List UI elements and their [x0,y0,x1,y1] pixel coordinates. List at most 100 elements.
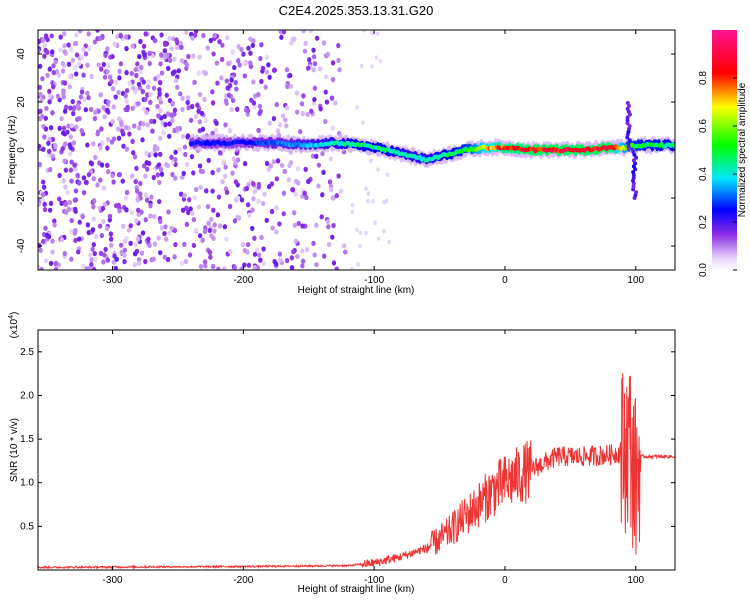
heatmap-speckle [159,32,164,38]
x-tick-label: -200 [233,575,253,586]
heatmap-speckle [140,89,146,95]
heatmap-speckle [93,109,98,116]
heatmap-speckle [197,91,203,98]
heatmap-speckle [245,108,251,114]
heatmap-speckle [202,96,207,103]
heatmap-speckle [43,126,49,132]
heatmap-speckle [210,130,215,136]
heatmap-speckle [91,198,97,204]
y-tick-label: 1.0 [20,478,34,489]
heatmap-speckle [67,84,73,90]
heatmap-speckle [62,49,67,55]
heatmap-speckle [184,221,190,227]
heatmap-speckle [146,79,151,85]
heatmap-speckle [58,46,63,53]
heatmap-speckle [309,108,314,114]
heatmap-speckle [370,64,374,69]
heatmap-speckle [264,54,270,61]
heatmap-speckle [149,194,154,200]
heatmap-speckle [69,178,74,184]
heatmap-speckle [115,126,121,132]
heatmap-speckle [100,140,105,146]
heatmap-speckle [323,74,329,80]
heatmap-speckle [212,222,217,228]
heatmap-speckle [145,122,150,128]
heatmap-speckle [67,199,72,206]
heatmap-speckle [69,46,74,52]
heatmap-speckle [85,222,91,228]
heatmap-speckle [147,60,152,67]
heatmap-speckle [85,90,90,96]
heatmap-speckle [143,217,148,223]
heatmap-speckle [219,56,225,63]
heatmap-speckle [323,118,328,125]
heatmap-speckle [79,89,85,95]
heatmap-speckle [97,223,103,229]
heatmap-speckle [316,162,322,168]
heatmap-speckle [292,36,297,42]
heatmap-speckle [48,167,53,173]
heatmap-speckle [41,146,46,152]
heatmap-speckle [73,40,78,47]
heatmap-speckle [108,231,114,237]
heatmap-speckle [79,128,84,134]
heatmap-speckle [285,105,290,111]
heatmap-speckle [112,41,117,47]
heatmap-speckle [311,240,316,247]
heatmap-speckle [136,101,141,107]
heatmap-speckle [92,250,97,257]
heatmap-speckle [312,85,318,91]
heatmap-speckle [328,156,334,162]
heatmap-speckle [245,202,251,208]
heatmap-speckle [225,35,230,41]
heatmap-speckle [127,80,132,87]
heatmap-speckle [76,61,82,67]
heatmap-speckle [305,111,310,117]
heatmap-speckle [179,44,184,50]
heatmap-speckle [320,151,325,157]
heatmap-speckle [182,193,187,199]
heatmap-speckle [198,184,203,190]
heatmap-speckle [148,91,153,97]
heatmap-speckle [196,108,201,114]
heatmap-speckle [68,167,74,173]
heatmap-speckle [292,210,297,216]
heatmap-speckle [312,96,317,103]
heatmap-speckle [274,229,279,235]
heatmap-speckle [134,218,139,224]
heatmap-speckle [59,200,64,206]
heatmap-speckle [140,230,146,236]
heatmap-speckle [86,230,91,236]
heatmap-speckle [252,188,257,195]
heatmap-speckle [229,77,234,83]
heatmap-speckle [105,162,110,168]
heatmap-speckle [226,61,231,67]
snr-y-label: SNR (10 * v/v) [9,418,20,482]
heatmap-speckle [124,189,130,196]
heatmap-speckle [41,184,47,190]
heatmap-speckle [215,212,221,218]
heatmap-speckle [212,33,217,39]
heatmap-speckle [42,53,47,59]
heatmap-speckle [106,99,111,105]
heatmap-speckle [43,115,49,121]
x-tick-label: 0 [502,575,508,586]
heatmap-speckle [304,194,309,201]
heatmap-speckle [165,256,171,263]
heatmap-speckle [134,188,140,194]
snr-y-multiplier-exponent: 4 [8,315,15,319]
heatmap-speckle [138,180,143,187]
colorbar: 0.0 0.2 0.4 0.6 0.8 Normalized spectral ampl… [698,30,748,277]
heatmap-speckle [83,51,89,57]
heatmap-speckle [188,117,194,123]
heatmap-speckle [136,81,142,87]
heatmap-speckle [303,40,308,46]
heatmap-speckle [114,33,120,40]
heatmap-speckle [111,259,117,265]
heatmap-speckle [170,118,175,124]
heatmap-speckle [118,33,123,39]
heatmap-speckle [144,109,149,115]
heatmap-speckle [217,223,223,229]
heatmap-speckle [100,205,106,212]
